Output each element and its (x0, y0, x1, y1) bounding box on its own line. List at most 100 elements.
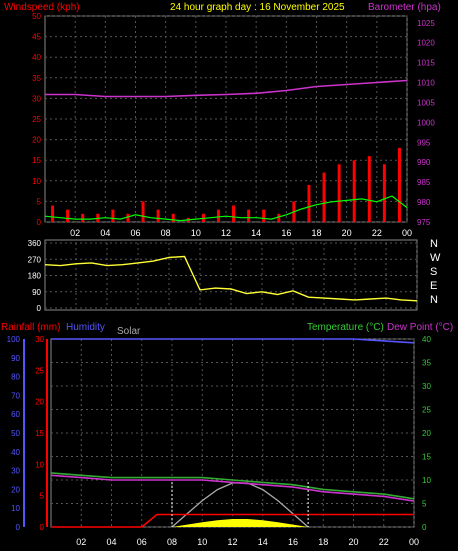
x-tick-label: 02 (76, 537, 86, 547)
direction-line (44, 255, 418, 302)
x-tick-label: 22 (379, 537, 389, 547)
x-tick-label: 00 (402, 228, 412, 238)
y-tick-barometer: 1025 (417, 19, 435, 28)
y-tick-barometer: 1020 (417, 39, 435, 48)
x-tick-label: 08 (167, 537, 177, 547)
x-tick-label: 04 (100, 228, 110, 238)
y-tick-barometer: 1015 (417, 59, 435, 68)
x-tick-label: 12 (221, 228, 231, 238)
y-tick-wind: 20 (32, 136, 41, 145)
y-tick-wind: 15 (32, 156, 41, 165)
x-tick-label: 20 (342, 228, 352, 238)
y-tick-humidity: 20 (11, 485, 20, 494)
y-tick-wind: 35 (32, 74, 41, 83)
chart-marks: 02 04 06 08 10 12 14 16 18 20 22 000510152025303540… (7, 12, 436, 547)
y-tick-temperature: 5 (422, 500, 427, 509)
y-tick-direction: 360 (28, 239, 42, 248)
y-tick-temperature: 20 (422, 429, 431, 438)
humidity-label: Humidity (66, 322, 105, 333)
y-tick-barometer: 995 (417, 138, 431, 147)
x-tick-label: 18 (311, 228, 321, 238)
compass-label: E (430, 280, 437, 292)
y-tick-temperature: 30 (422, 382, 431, 391)
temperature-line (50, 472, 415, 500)
x-tick-label: 12 (227, 537, 237, 547)
y-tick-rain: 5 (40, 492, 45, 501)
x-tick-label: 10 (191, 228, 201, 238)
y-tick-wind: 50 (32, 12, 41, 21)
solar-label: Solar (117, 326, 141, 337)
x-tick-label: 02 (70, 228, 80, 238)
y-tick-temperature: 40 (422, 335, 431, 344)
compass-label: W (430, 252, 441, 264)
x-tick-label: 06 (137, 537, 147, 547)
y-tick-direction: 90 (32, 288, 41, 297)
compass-label: N (430, 294, 438, 306)
y-tick-direction: 180 (28, 272, 42, 281)
rain-label: Rainfall (mm) (1, 322, 60, 333)
solar-fill (172, 519, 309, 527)
y-tick-direction: 0 (37, 304, 42, 313)
y-tick-barometer: 1000 (417, 118, 435, 127)
y-tick-humidity: 30 (11, 467, 20, 476)
y-tick-humidity: 100 (7, 335, 21, 344)
x-tick-label: 20 (348, 537, 358, 547)
y-tick-barometer: 1010 (417, 79, 435, 88)
y-tick-barometer: 975 (417, 218, 431, 227)
x-tick-label: 10 (197, 537, 207, 547)
x-tick-label: 00 (409, 537, 419, 547)
barometer-label: Barometer (hpa) (368, 2, 441, 13)
y-tick-wind: 40 (32, 53, 41, 62)
y-tick-temperature: 15 (422, 453, 431, 462)
y-tick-wind: 5 (37, 197, 42, 206)
y-tick-barometer: 1005 (417, 98, 435, 107)
y-tick-direction: 270 (28, 255, 42, 264)
x-tick-label: 18 (318, 537, 328, 547)
y-tick-wind: 10 (32, 177, 41, 186)
y-tick-wind: 0 (37, 218, 42, 227)
y-tick-temperature: 0 (422, 523, 427, 532)
y-tick-temperature: 10 (422, 476, 431, 485)
x-tick-label: 14 (258, 537, 268, 547)
y-tick-wind: 30 (32, 94, 41, 103)
x-tick-label: 08 (161, 228, 171, 238)
compass-label: S (430, 266, 437, 278)
compass-label: N (430, 238, 438, 250)
y-tick-humidity: 90 (11, 354, 20, 363)
humidity-line (51, 338, 415, 344)
y-tick-humidity: 70 (11, 391, 20, 400)
x-tick-label: 16 (288, 537, 298, 547)
y-tick-rain: 0 (40, 523, 45, 532)
y-tick-barometer: 980 (417, 198, 431, 207)
y-tick-wind: 45 (32, 33, 41, 42)
y-tick-humidity: 60 (11, 410, 20, 419)
rain-line (51, 513, 414, 528)
temperature-label: Temperature (°C) (307, 322, 384, 333)
x-tick-label: 16 (281, 228, 291, 238)
y-tick-rain: 25 (35, 366, 44, 375)
y-tick-temperature: 35 (422, 359, 431, 368)
x-tick-label: 04 (106, 537, 116, 547)
y-tick-temperature: 25 (422, 406, 431, 415)
y-tick-humidity: 40 (11, 448, 20, 457)
x-tick-label: 22 (372, 228, 382, 238)
y-tick-rain: 10 (35, 460, 44, 469)
y-tick-wind: 25 (32, 115, 41, 124)
wind-average-line (44, 195, 408, 222)
y-tick-humidity: 50 (11, 429, 20, 438)
barometer-line (45, 79, 408, 98)
y-tick-humidity: 80 (11, 373, 20, 382)
graph-title: 24 hour graph day : 16 November 2025 (170, 2, 345, 13)
dewpoint-line (50, 474, 415, 502)
x-tick-label: 14 (251, 228, 261, 238)
y-tick-barometer: 990 (417, 158, 431, 167)
y-tick-rain: 20 (35, 398, 44, 407)
y-tick-rain: 30 (35, 335, 44, 344)
dewpoint-label: Dew Point (°C) (387, 322, 453, 333)
windspeed-label: Windspeed (kph) (4, 2, 80, 13)
y-tick-rain: 15 (35, 429, 44, 438)
y-tick-humidity: 0 (16, 523, 21, 532)
